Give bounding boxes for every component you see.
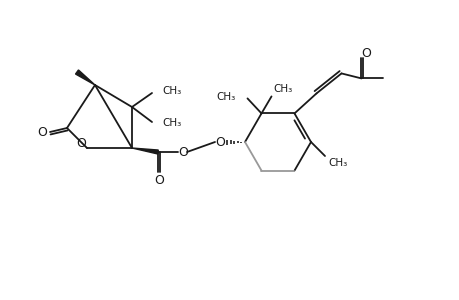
Text: O: O bbox=[37, 125, 47, 139]
Text: CH₃: CH₃ bbox=[216, 92, 235, 102]
Text: O: O bbox=[215, 136, 224, 148]
Polygon shape bbox=[75, 70, 95, 85]
Text: O: O bbox=[361, 47, 370, 60]
Text: CH₃: CH₃ bbox=[162, 118, 181, 128]
Text: O: O bbox=[154, 173, 163, 187]
Text: O: O bbox=[76, 136, 86, 149]
Text: CH₃: CH₃ bbox=[273, 84, 292, 94]
Polygon shape bbox=[132, 148, 158, 154]
Text: CH₃: CH₃ bbox=[327, 158, 347, 168]
Text: O: O bbox=[178, 146, 188, 158]
Text: CH₃: CH₃ bbox=[162, 86, 181, 96]
